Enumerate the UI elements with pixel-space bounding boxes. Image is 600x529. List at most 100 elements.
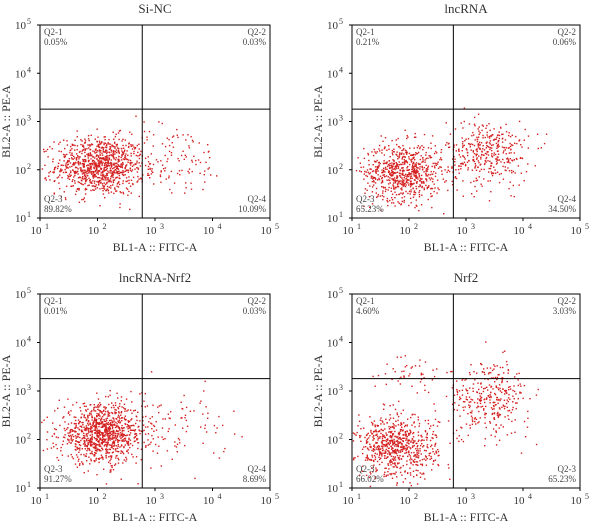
dot-group — [41, 115, 218, 211]
scatter-point — [431, 195, 433, 197]
scatter-point — [118, 158, 120, 161]
scatter-point — [405, 150, 408, 152]
scatter-point — [127, 171, 130, 173]
scatter-point — [366, 454, 368, 456]
scatter-point — [419, 166, 421, 168]
scatter-point — [99, 421, 101, 424]
y-tick-exponent: 2 — [27, 432, 31, 441]
scatter-point — [114, 426, 117, 429]
scatter-point — [415, 152, 417, 154]
scatter-point — [367, 154, 370, 156]
scatter-point — [143, 429, 145, 432]
scatter-point — [417, 469, 419, 472]
scatter-point — [402, 429, 404, 431]
scatter-point — [406, 447, 408, 449]
scatter-point — [112, 441, 114, 443]
scatter-point — [395, 440, 398, 442]
scatter-point — [512, 389, 514, 392]
scatter-point — [389, 453, 391, 455]
scatter-point — [71, 185, 73, 187]
scatter-point — [440, 159, 443, 161]
scatter-point — [125, 456, 127, 459]
scatter-point — [125, 458, 128, 460]
scatter-point — [80, 453, 82, 456]
scatter-point — [87, 441, 89, 444]
scatter-point — [502, 366, 504, 369]
scatter-point — [102, 193, 105, 195]
scatter-point — [402, 446, 404, 449]
scatter-point — [381, 179, 384, 182]
scatter-point — [367, 182, 369, 184]
scatter-point — [369, 168, 371, 170]
scatter-point — [67, 398, 69, 400]
scatter-point — [493, 368, 495, 370]
scatter-point — [418, 365, 421, 367]
scatter-point — [372, 176, 374, 178]
scatter-point — [95, 438, 98, 440]
scatter-point — [89, 155, 91, 157]
scatter-point — [463, 161, 466, 163]
scatter-point — [388, 148, 390, 150]
scatter-point — [489, 180, 491, 182]
scatter-point — [407, 179, 409, 181]
scatter-point — [372, 422, 374, 425]
scatter-point — [474, 139, 476, 141]
scatter-point — [437, 450, 440, 453]
scatter-point — [120, 396, 123, 398]
scatter-point — [486, 141, 488, 143]
scatter-point — [510, 152, 512, 154]
scatter-point — [488, 396, 491, 398]
scatter-point — [367, 152, 369, 155]
scatter-point — [392, 441, 394, 443]
x-tick-exponent: 3 — [160, 222, 164, 231]
scatter-point — [421, 182, 423, 184]
scatter-point — [392, 368, 394, 370]
scatter-point — [381, 180, 384, 183]
scatter-point — [373, 464, 375, 466]
scatter-point — [412, 166, 414, 168]
scatter-point — [121, 150, 123, 152]
scatter-point — [414, 458, 416, 461]
scatter-point — [402, 155, 404, 158]
scatter-point — [114, 437, 116, 439]
scatter-point — [520, 385, 522, 387]
scatter-point — [397, 441, 399, 444]
scatter-point — [184, 444, 186, 447]
scatter-point — [484, 152, 487, 155]
scatter-point — [69, 430, 71, 432]
scatter-point — [160, 160, 162, 162]
scatter-point — [103, 409, 105, 412]
scatter-point — [394, 451, 396, 453]
scatter-point — [103, 167, 105, 169]
scatter-point — [399, 175, 401, 177]
scatter-point — [128, 437, 130, 439]
scatter-point — [110, 433, 113, 435]
scatter-point — [481, 185, 483, 187]
scatter-point — [110, 159, 112, 161]
scatter-point — [375, 470, 377, 473]
scatter-point — [118, 177, 120, 179]
scatter-point — [489, 399, 491, 401]
scatter-point — [104, 426, 107, 428]
scatter-point — [104, 420, 107, 423]
y-tick-exponent: 3 — [339, 383, 343, 392]
scatter-point — [408, 443, 410, 445]
scatter-point — [108, 192, 110, 194]
scatter-point — [386, 439, 388, 441]
scatter-point — [394, 182, 397, 184]
scatter-point — [393, 424, 395, 426]
scatter-point — [392, 165, 394, 168]
scatter-point — [113, 167, 115, 169]
scatter-point — [421, 439, 423, 441]
scatter-point — [151, 168, 153, 170]
scatter-point — [377, 195, 379, 198]
scatter-point — [406, 162, 409, 164]
scatter-point — [381, 447, 384, 449]
panel-title: Nrf2 — [454, 270, 479, 285]
scatter-point — [448, 146, 451, 148]
scatter-point — [480, 399, 482, 402]
scatter-point — [483, 368, 485, 370]
scatter-point — [82, 158, 84, 161]
scatter-point — [91, 173, 93, 175]
scatter-point — [380, 182, 383, 184]
